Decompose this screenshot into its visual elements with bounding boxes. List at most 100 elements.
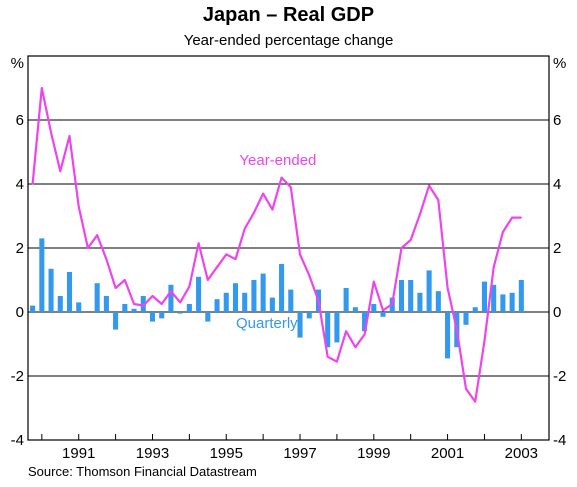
bar-quarterly — [279, 264, 285, 312]
bar-quarterly — [306, 312, 312, 319]
point-year-ended — [410, 239, 412, 241]
point-year-ended — [419, 213, 421, 215]
point-year-ended — [50, 132, 52, 134]
bar-quarterly — [168, 284, 174, 312]
bar-quarterly — [472, 307, 478, 312]
point-year-ended — [354, 346, 356, 348]
y-tick-label-right: 2 — [553, 240, 561, 257]
point-year-ended — [317, 300, 320, 302]
bar-quarterly — [186, 304, 192, 312]
bar-quarterly — [518, 280, 524, 312]
point-year-ended — [96, 234, 98, 236]
point-year-ended — [41, 87, 43, 89]
point-year-ended — [244, 228, 246, 230]
point-year-ended — [161, 303, 163, 305]
y-unit-right: % — [553, 55, 566, 72]
point-year-ended — [308, 274, 310, 276]
point-year-ended — [428, 185, 430, 187]
bar-quarterly — [57, 296, 63, 312]
point-year-ended — [280, 177, 283, 179]
bar-quarterly — [343, 288, 349, 312]
point-year-ended — [32, 183, 34, 185]
bar-quarterly — [214, 299, 220, 312]
bar-quarterly — [352, 307, 358, 312]
point-year-ended — [391, 303, 393, 305]
bar-quarterly — [140, 296, 146, 312]
point-year-ended — [290, 186, 292, 188]
y-tick-label-right: 6 — [553, 112, 561, 129]
bar-quarterly — [131, 308, 137, 312]
point-year-ended — [483, 340, 486, 342]
y-tick-label-right: -2 — [553, 368, 566, 385]
y-tick-label-left: 4 — [16, 176, 24, 193]
bar-quarterly — [48, 268, 54, 312]
chart-subtitle: Year-ended percentage change — [183, 32, 394, 49]
point-year-ended — [502, 231, 504, 233]
point-year-ended — [456, 329, 458, 331]
point-year-ended — [59, 170, 61, 172]
y-tick-label-left: 6 — [16, 112, 24, 129]
x-tick-label: 1991 — [62, 445, 95, 462]
bar-quarterly — [260, 273, 266, 312]
bar-quarterly — [435, 291, 441, 312]
x-tick-label: 2003 — [505, 445, 538, 462]
bar-quarterly — [325, 312, 331, 348]
bar-quarterly — [242, 292, 248, 312]
point-year-ended — [207, 279, 209, 281]
point-year-ended — [474, 401, 476, 403]
point-year-ended — [327, 356, 329, 358]
point-year-ended — [465, 388, 467, 390]
point-year-ended — [105, 258, 107, 260]
point-year-ended — [363, 333, 366, 335]
y-tick-label-left: -2 — [11, 368, 24, 385]
bar-quarterly — [223, 292, 229, 312]
point-year-ended — [68, 135, 71, 137]
point-year-ended — [262, 193, 264, 195]
point-year-ended — [225, 253, 227, 255]
bar-quarterly — [39, 238, 45, 312]
y-tick-label-left: 2 — [16, 240, 24, 257]
point-year-ended — [115, 287, 117, 289]
point-year-ended — [493, 266, 495, 268]
point-year-ended — [336, 361, 338, 363]
point-year-ended — [520, 217, 522, 219]
bar-quarterly — [122, 304, 128, 312]
point-year-ended — [400, 247, 403, 249]
chart-title: Japan – Real GDP — [202, 4, 375, 26]
point-year-ended — [253, 212, 255, 214]
plot-frame — [27, 55, 550, 441]
bar-quarterly — [251, 280, 257, 312]
bar-quarterly — [445, 312, 451, 359]
point-year-ended — [437, 199, 439, 201]
point-year-ended — [271, 209, 273, 211]
bar-quarterly — [177, 312, 183, 314]
point-year-ended — [511, 217, 513, 219]
chart-source: Source: Thomson Financial Datastream — [28, 464, 257, 479]
bar-quarterly — [500, 294, 506, 312]
bar-quarterly — [113, 312, 119, 330]
y-tick-label-right: -4 — [553, 432, 566, 449]
bar-quarterly — [149, 312, 156, 322]
bar-quarterly — [371, 304, 377, 312]
bar-quarterly — [509, 292, 515, 312]
point-year-ended — [188, 285, 190, 287]
y-tick-label-left: 0 — [16, 304, 24, 321]
point-year-ended — [382, 309, 384, 311]
bar-quarterly — [30, 305, 36, 312]
point-year-ended — [87, 247, 89, 249]
point-year-ended — [124, 279, 126, 281]
bar-quarterly — [66, 272, 73, 312]
series-label-year-ended: Year-ended — [239, 152, 316, 169]
point-year-ended — [151, 295, 154, 297]
bar-quarterly — [380, 312, 386, 317]
point-year-ended — [234, 258, 237, 260]
bar-quarterly — [269, 297, 275, 312]
bar-quarterly — [417, 292, 423, 312]
y-tick-label-right: 4 — [553, 176, 561, 193]
bar-quarterly — [232, 283, 239, 312]
bar-quarterly — [159, 312, 165, 319]
bar-quarterly — [76, 302, 82, 312]
bar-quarterly — [491, 284, 497, 312]
bar-quarterly — [334, 312, 340, 343]
